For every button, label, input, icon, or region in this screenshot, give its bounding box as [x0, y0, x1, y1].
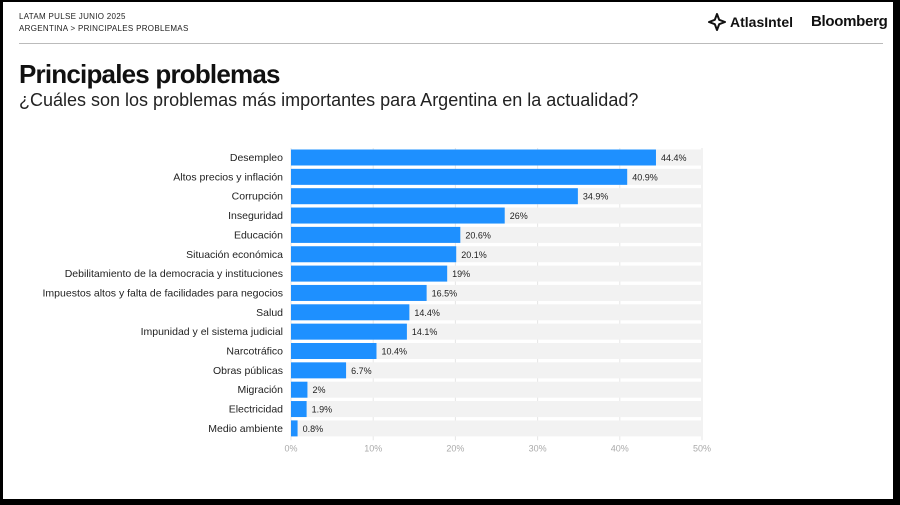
value-label: 6.7%	[351, 366, 372, 376]
value-label: 40.9%	[632, 172, 658, 182]
page-subtitle: ¿Cuáles son los problemas más importante…	[19, 90, 639, 110]
bar-track	[291, 401, 702, 418]
value-label: 2%	[312, 385, 325, 395]
x-tick-label: 50%	[693, 443, 711, 453]
bar-track	[291, 381, 702, 398]
atlasintel-logo: AtlasIntel	[708, 13, 793, 31]
x-tick-label: 10%	[364, 443, 382, 453]
bar	[291, 226, 461, 243]
category-label: Impuestos altos y falta de facilidades p…	[43, 287, 283, 299]
category-label: Inseguridad	[228, 210, 283, 222]
value-label: 0.8%	[303, 424, 324, 434]
value-label: 34.9%	[583, 192, 609, 202]
page-title: Principales problemas	[19, 59, 280, 89]
bar	[291, 284, 427, 301]
bar	[291, 188, 578, 205]
bar-track	[291, 362, 702, 379]
category-label: Corrupción	[232, 191, 284, 203]
bar	[291, 207, 505, 224]
category-label: Situación económica	[186, 249, 283, 261]
bar	[291, 420, 298, 437]
category-label: Educación	[234, 229, 283, 241]
value-label: 20.1%	[461, 250, 487, 260]
x-tick-label: 30%	[529, 443, 547, 453]
value-label: 14.1%	[412, 327, 438, 337]
category-label: Salud	[256, 307, 283, 319]
atlasintel-icon	[708, 13, 726, 31]
value-label: 16.5%	[432, 288, 458, 298]
category-label: Impunidad y el sistema judicial	[141, 326, 283, 338]
category-label: Narcotráfico	[226, 346, 283, 358]
category-label: Debilitamiento de la democracia y instit…	[65, 268, 283, 280]
x-tick-label: 20%	[446, 443, 464, 453]
bar	[291, 362, 347, 379]
bar	[291, 265, 448, 282]
bar	[291, 401, 307, 418]
bar	[291, 168, 628, 185]
bar	[291, 323, 407, 340]
bar	[291, 381, 308, 398]
value-label: 10.4%	[381, 347, 407, 357]
category-label: Migración	[237, 384, 283, 396]
bar	[291, 304, 410, 321]
category-label: Altos precios y inflación	[173, 171, 283, 183]
value-label: 44.4%	[661, 153, 687, 163]
value-label: 26%	[510, 211, 528, 221]
x-tick-label: 40%	[611, 443, 629, 453]
bar	[291, 343, 377, 359]
bar	[291, 246, 457, 263]
value-label: 14.4%	[414, 308, 440, 318]
category-label: Obras públicas	[213, 365, 283, 377]
bar	[291, 149, 656, 166]
value-label: 20.6%	[465, 230, 491, 240]
header-divider	[19, 43, 883, 44]
report-label: LATAM PULSE JUNIO 2025	[19, 12, 126, 21]
category-label: Electricidad	[229, 404, 283, 416]
breadcrumb: ARGENTINA > PRINCIPALES PROBLEMAS	[19, 24, 189, 33]
x-tick-label: 0%	[284, 443, 297, 453]
value-label: 1.9%	[312, 405, 333, 415]
bar-track	[291, 343, 702, 359]
atlasintel-name: AtlasIntel	[730, 14, 794, 30]
category-label: Desempleo	[230, 152, 283, 164]
bloomberg-logo: Bloomberg	[811, 13, 888, 30]
bar-track	[291, 420, 702, 437]
value-label: 19%	[452, 269, 470, 279]
category-label: Medio ambiente	[208, 423, 283, 435]
